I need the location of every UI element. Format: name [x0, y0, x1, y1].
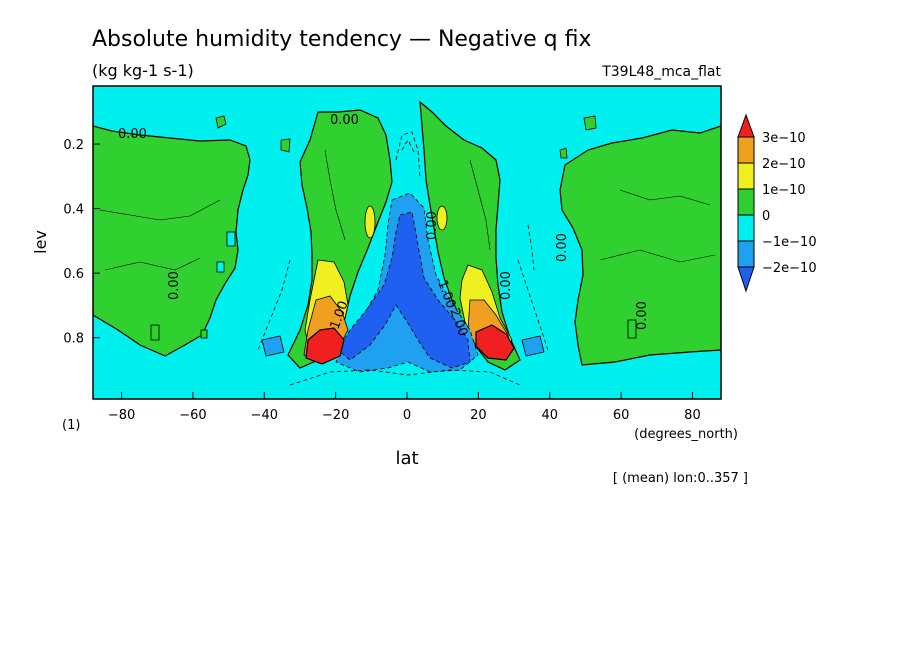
pos-contour-1	[99, 199, 221, 221]
colorbar-swatch-m1to0	[737, 214, 755, 242]
y-tick-label: 0.4	[63, 203, 84, 218]
colorbar-swatch-gt3	[737, 113, 755, 138]
contour-label-6: 0.00	[555, 233, 570, 262]
region-equatorial-negative-core	[337, 211, 471, 369]
contour-label-5: 0.00	[499, 271, 514, 300]
colorbar-label-5: −1e−10	[762, 235, 817, 250]
island-5	[200, 329, 208, 339]
region-upper-yellow-south	[364, 205, 376, 239]
pos-contour-2	[104, 257, 201, 271]
contour-labels: 0.00 0.00 0.00 0.00 0.00 0.00 0.00 1.00 …	[118, 113, 650, 339]
contour-label-4: 0.00	[425, 211, 440, 240]
contour-label-3: 0.00	[167, 271, 182, 300]
island-2	[280, 138, 291, 153]
region-upper-yellow-north	[436, 205, 448, 231]
colorbar-swatch-1to2	[737, 162, 755, 190]
y-tick-label: 0.8	[63, 332, 84, 347]
pos-contour-4	[469, 159, 491, 251]
island-11	[559, 147, 568, 159]
contour-label-7: 0.00	[635, 301, 650, 330]
neg-contour-lower-arc	[289, 369, 521, 386]
contour-plot: 0.00 0.00 0.00 0.00 0.00 0.00 0.00 1.00 …	[93, 86, 721, 399]
y-tick-label: 0.6	[63, 267, 84, 282]
colorbar-label-2: 2e−10	[762, 157, 806, 172]
chart-units: (kg kg-1 s-1)	[92, 61, 194, 80]
x-tick-label: 20	[470, 408, 487, 423]
colorbar-swatch-2to3	[737, 136, 755, 164]
colorbar-swatch-m2tom1	[737, 240, 755, 268]
colorbar-label-6: −2e−10	[762, 261, 817, 276]
island-3	[583, 115, 597, 131]
chart-title: Absolute humidity tendency — Negative q …	[92, 27, 592, 52]
colorbar-swatch-0to1	[737, 188, 755, 216]
region-south-peak	[305, 327, 345, 365]
contour-label-1: 0.00	[118, 127, 147, 142]
neg-contour-right	[517, 259, 549, 351]
colorbar: 3e−10 2e−10 1e−10 0 −1e−10 −2e−10	[737, 113, 817, 293]
contour-label-2: 0.00	[330, 113, 359, 128]
pos-contour-5	[619, 189, 711, 206]
x-tick-label: −40	[251, 408, 278, 423]
region-southern-highlat-positive	[93, 125, 251, 357]
neg-contour-upper-inner	[401, 139, 415, 153]
colorbar-label-1: 3e−10	[762, 131, 806, 146]
x-tick-label: 40	[541, 408, 558, 423]
neg-contour-left	[257, 259, 291, 351]
neg-contour-right-high	[527, 224, 535, 271]
x-tick-label: 80	[684, 408, 701, 423]
x-axis: −80 −60 −40 −20 0 20 40 60 80	[108, 392, 701, 423]
neg-contour-upper	[395, 131, 421, 179]
colorbar-swatch-ltm2	[737, 266, 755, 293]
island-4	[150, 324, 160, 341]
panel-number: (1)	[62, 418, 80, 433]
region-north-peak	[475, 324, 515, 361]
colorbar-label-4: 0	[762, 209, 770, 224]
positive-contours	[99, 149, 716, 271]
x-axis-units: (degrees_north)	[634, 427, 738, 442]
island-10	[627, 319, 637, 339]
y-tick-label: 0.2	[63, 138, 84, 153]
island-9	[521, 335, 545, 357]
x-tick-label: −20	[322, 408, 349, 423]
x-axis-label: lat	[395, 448, 418, 469]
island-6	[226, 231, 236, 247]
y-axis-label: lev	[31, 230, 50, 254]
pos-contour-6	[599, 249, 716, 263]
region-northern-highlat-positive	[559, 125, 721, 366]
x-tick-label: 0	[403, 408, 411, 423]
island-7	[216, 261, 225, 273]
pos-contour-3	[324, 149, 346, 241]
colorbar-label-3: 1e−10	[762, 183, 806, 198]
x-tick-label: −60	[179, 408, 206, 423]
footnote: [ (mean) lon:0..357 ]	[613, 471, 748, 486]
y-axis: 0.2 0.4 0.6 0.8	[63, 138, 100, 347]
island-1	[215, 115, 227, 129]
island-8	[261, 335, 285, 357]
x-tick-label: −80	[108, 408, 135, 423]
x-tick-label: 60	[613, 408, 630, 423]
negative-contours	[257, 131, 549, 386]
run-label: T39L48_mca_flat	[601, 64, 721, 80]
